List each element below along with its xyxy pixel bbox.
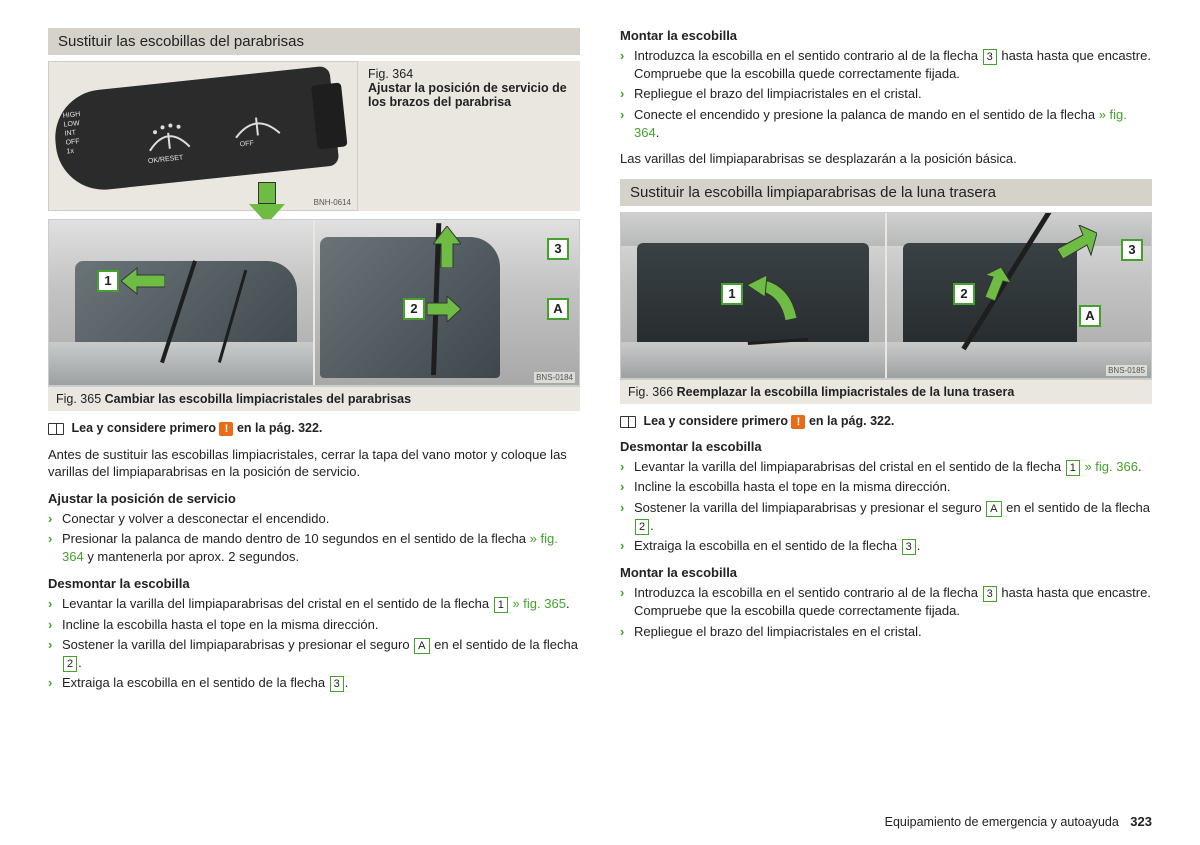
- list-item: Sostener la varilla del limpiaparabrisas…: [48, 636, 580, 672]
- list-item: Incline la escobilla hasta el tope en la…: [48, 616, 580, 634]
- remove-rear-procedure-list: Levantar la varilla del limpiaparabrisas…: [620, 458, 1152, 555]
- subhead-mount-rear: Montar la escobilla: [620, 565, 1152, 580]
- figure-caption-text: Cambiar las escobilla limpiacristales de…: [105, 392, 411, 406]
- figure-code: BNS-0184: [534, 372, 575, 383]
- list-item: Levantar la varilla del limpiaparabrisas…: [48, 595, 580, 613]
- figure-number: Fig. 364: [368, 67, 413, 81]
- footer-page-number: 323: [1130, 814, 1152, 829]
- figure-366-caption: Fig. 366 Reemplazar la escobilla limpiac…: [620, 379, 1152, 404]
- callout-2: 2: [953, 283, 975, 305]
- figure-number: Fig. 365: [56, 392, 101, 406]
- intro-paragraph: Antes de sustituir las escobillas limpia…: [48, 446, 580, 481]
- subhead-adjust: Ajustar la posición de servicio: [48, 491, 580, 506]
- arrow-2-icon: [977, 267, 1011, 301]
- arrow-1-icon: [121, 266, 165, 296]
- list-item: Introduzca la escobilla en el sentido co…: [620, 584, 1152, 620]
- figure-365-left-panel: 1: [49, 220, 313, 385]
- list-item: Extraiga la escobilla en el sentido de l…: [48, 674, 580, 692]
- callout-3: 3: [1121, 239, 1143, 261]
- right-column: Montar la escobilla Introduzca la escobi…: [620, 28, 1152, 694]
- subhead-remove-rear: Desmontar la escobilla: [620, 439, 1152, 454]
- read-first-notice: Lea y considere primero ! en la pág. 322…: [48, 421, 580, 436]
- arrow-3-icon: [1057, 225, 1097, 261]
- list-item: Presionar la palanca de mando dentro de …: [48, 530, 580, 566]
- figure-364: HIGHLOWINTOFF1x OK/RESET TRIP OFF: [48, 61, 580, 211]
- list-item: Sostener la varilla del limpiaparabrisas…: [620, 499, 1152, 535]
- figure-caption-text: Reemplazar la escobilla limpiacristales …: [677, 385, 1015, 399]
- figure-365-caption: Fig. 365 Cambiar las escobilla limpiacri…: [48, 386, 580, 411]
- list-item: Repliegue el brazo del limpiacristales e…: [620, 85, 1152, 103]
- subhead-remove: Desmontar la escobilla: [48, 576, 580, 591]
- mount-rear-procedure-list: Introduzca la escobilla en el sentido co…: [620, 584, 1152, 641]
- figure-364-caption: Fig. 364 Ajustar la posición de servicio…: [358, 61, 580, 211]
- mount-procedure-list: Introduzca la escobilla en el sentido co…: [620, 47, 1152, 142]
- section-heading-front-wipers: Sustituir las escobillas del parabrisas: [48, 28, 580, 55]
- book-icon: [620, 416, 636, 428]
- svg-text:OFF: OFF: [239, 140, 254, 148]
- subhead-mount: Montar la escobilla: [620, 28, 1152, 43]
- read-first-text-post: en la pág. 322.: [805, 414, 894, 428]
- callout-1: 1: [721, 283, 743, 305]
- read-first-notice: Lea y considere primero ! en la pág. 322…: [620, 414, 1152, 429]
- callout-3: 3: [547, 238, 569, 260]
- remove-procedure-list: Levantar la varilla del limpiaparabrisas…: [48, 595, 580, 692]
- footer-section-name: Equipamiento de emergencia y autoayuda: [885, 815, 1119, 829]
- callout-2: 2: [403, 298, 425, 320]
- arrow-2-icon: [427, 296, 461, 322]
- list-item: Incline la escobilla hasta el tope en la…: [620, 478, 1152, 496]
- wiper-stalk-illustration: HIGHLOWINTOFF1x OK/RESET TRIP OFF: [51, 66, 340, 195]
- figure-366: 1 2 3: [620, 212, 1152, 404]
- figure-366-left-panel: 1: [621, 213, 885, 378]
- callout-1: 1: [97, 270, 119, 292]
- figure-caption-text: Ajustar la posición de servicio de los b…: [368, 81, 567, 109]
- figure-365: 1 3 2 A BNS-018: [48, 219, 580, 411]
- list-item: Levantar la varilla del limpiaparabrisas…: [620, 458, 1152, 476]
- callout-a: A: [1079, 305, 1101, 327]
- figure-code: BNH-0614: [312, 197, 353, 208]
- section-heading-rear-wiper: Sustituir la escobilla limpiaparabrisas …: [620, 179, 1152, 206]
- list-item: Conecte el encendido y presione la palan…: [620, 106, 1152, 142]
- list-item: Introduzca la escobilla en el sentido co…: [620, 47, 1152, 83]
- list-item: Repliegue el brazo del limpiacristales e…: [620, 623, 1152, 641]
- book-icon: [48, 423, 64, 435]
- arrow-3-icon: [433, 226, 461, 268]
- page-footer: Equipamiento de emergencia y autoayuda 3…: [885, 814, 1152, 829]
- warning-icon: !: [219, 422, 233, 436]
- read-first-text-pre: Lea y considere primero: [643, 414, 791, 428]
- mount-after-paragraph: Las varillas del limpiaparabrisas se des…: [620, 150, 1152, 168]
- read-first-text-pre: Lea y considere primero: [71, 421, 219, 435]
- list-item: Extraiga la escobilla en el sentido de l…: [620, 537, 1152, 555]
- arrow-curved-icon: [745, 275, 799, 325]
- figure-366-right-panel: 2 3 A BNS-0185: [887, 213, 1151, 378]
- read-first-text-post: en la pág. 322.: [233, 421, 322, 435]
- callout-a: A: [547, 298, 569, 320]
- left-column: Sustituir las escobillas del parabrisas …: [48, 28, 580, 694]
- adjust-procedure-list: Conectar y volver a desconectar el encen…: [48, 510, 580, 567]
- list-item: Conectar y volver a desconectar el encen…: [48, 510, 580, 528]
- warning-icon: !: [791, 415, 805, 429]
- figure-365-right-panel: 3 2 A BNS-0184: [315, 220, 579, 385]
- figure-364-image: HIGHLOWINTOFF1x OK/RESET TRIP OFF: [48, 61, 358, 211]
- figure-code: BNS-0185: [1106, 365, 1147, 376]
- figure-number: Fig. 366: [628, 385, 673, 399]
